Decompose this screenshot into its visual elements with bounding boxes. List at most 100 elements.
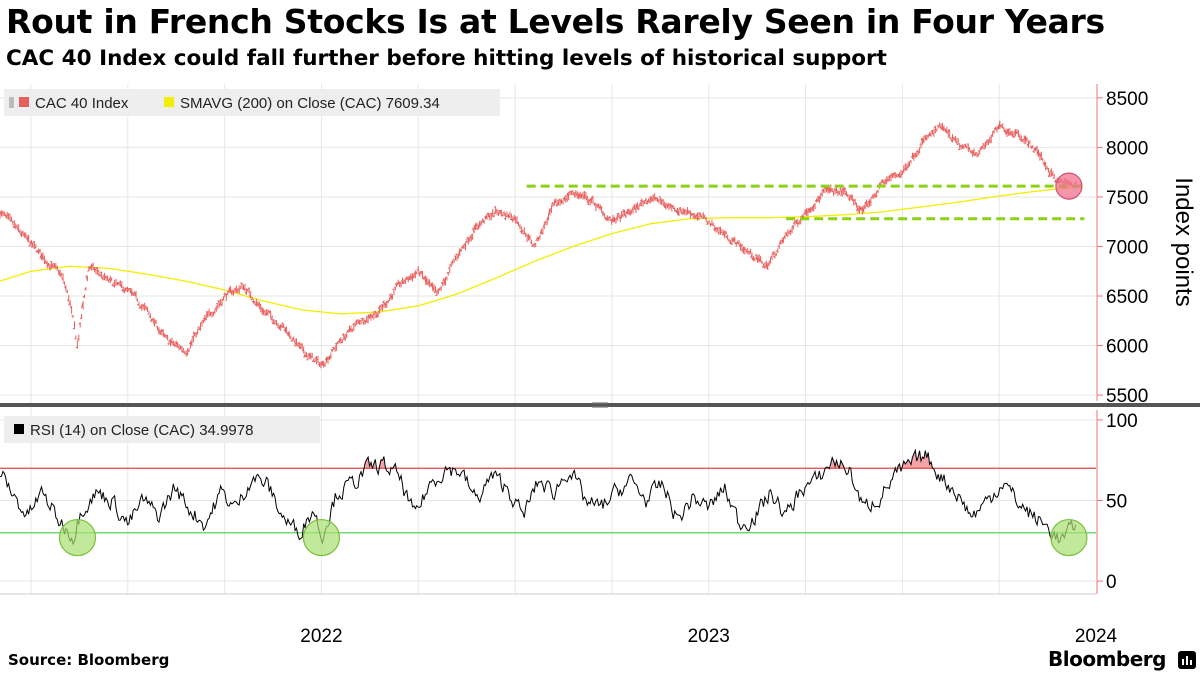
cac-bar-tick [1030, 145, 1034, 149]
cac-bar-tick [437, 288, 441, 291]
cac-bar-tick [326, 357, 329, 361]
cac-bar-tick [187, 349, 190, 352]
cac-bar-tick [586, 203, 589, 205]
cac-bar-tick [270, 317, 273, 321]
cac-bar-tick [117, 282, 120, 285]
cac-bar-tick [334, 342, 337, 345]
cac-bar-tick [1032, 150, 1035, 153]
cac-bar-tick [921, 138, 925, 143]
cac-bar-tick [672, 207, 675, 210]
cac-bar-tick [383, 302, 386, 306]
cac-bar-tick [55, 266, 58, 269]
cac-bar-tick [867, 200, 870, 203]
cac-bar-tick [102, 274, 105, 277]
cac-bar-tick [903, 168, 906, 170]
cac-legend-swatch [19, 97, 29, 107]
cac-bar-tick [778, 240, 782, 245]
cac-bar-tick [243, 287, 246, 291]
cac-bar-tick [667, 204, 670, 207]
cac-bar-tick [774, 253, 777, 256]
cac-bar-tick [553, 200, 557, 204]
cac-bar-tick [595, 204, 598, 207]
cac-bar-tick [98, 273, 101, 277]
cac-bar-tick [575, 192, 578, 196]
cac-bar-tick [717, 231, 720, 235]
cac-bar-tick [330, 348, 333, 352]
cac-bar-tick [314, 356, 317, 359]
cac-bar-tick [579, 194, 583, 198]
cac-bar-tick [872, 194, 875, 196]
cac-bar-tick [336, 342, 339, 344]
cac-bar-tick [657, 199, 660, 202]
cac-bar-tick [4, 214, 6, 216]
cac-bar-tick [84, 287, 87, 290]
cac-bar-tick [700, 215, 703, 218]
cac-bar-tick [198, 327, 201, 331]
cac-bar-tick [311, 359, 315, 363]
cac-bar-tick [379, 305, 382, 308]
cac-bar-tick [380, 304, 383, 307]
cac-bar-tick [1050, 173, 1054, 176]
cac-bar-tick [808, 208, 812, 213]
cac-bar-tick [419, 270, 422, 275]
cac-bar-tick [350, 328, 353, 331]
rsi-y-tick-label: 0 [1106, 572, 1117, 593]
cac-bar-tick [711, 224, 714, 226]
cac-bar-tick [721, 232, 724, 236]
cac-bar-tick [462, 244, 465, 249]
rsi-y-tick-label: 50 [1106, 492, 1127, 513]
cac-bar-tick [740, 244, 743, 247]
cac-bar-tick [863, 204, 866, 210]
cac-bar-tick [532, 243, 535, 247]
cac-bar-tick [16, 227, 20, 232]
cac-bar-tick [402, 281, 405, 285]
cac-bar-tick [416, 269, 419, 271]
cac-bar-tick [813, 203, 816, 206]
cac-bar-tick [883, 181, 886, 184]
cac-bar-tick [873, 194, 876, 198]
cac-bar-tick [601, 210, 604, 216]
cac-bar-tick [786, 234, 789, 237]
cac-bar-tick [118, 281, 121, 284]
cac-bar-tick [874, 195, 878, 198]
cac-bar-tick [992, 129, 995, 133]
cac-bar-tick [69, 306, 73, 309]
cac-bar-tick [1015, 130, 1018, 135]
cac-bar-tick [384, 303, 388, 307]
cac-bar-tick [989, 140, 992, 143]
cac-bar-tick [584, 195, 587, 197]
cac-bar-tick [751, 257, 754, 261]
cac-bar-tick [324, 357, 328, 361]
cac-bar-tick [807, 207, 810, 212]
cac-bar-tick [806, 210, 809, 213]
cac-bar-tick [1012, 135, 1015, 138]
cac-bar-tick [714, 227, 717, 231]
cac-bar-tick [35, 250, 38, 253]
rsi-panel: RSI (14) on Close (CAC) 34.9978 0 50 100 [0, 410, 1138, 594]
cac-bar-tick [880, 179, 883, 183]
cac-bar-tick [849, 194, 852, 197]
cac-bar-tick [79, 317, 82, 320]
rsi-legend-swatch [14, 424, 24, 434]
cac-bar-tick [906, 166, 909, 169]
cac-bar-tick [622, 210, 625, 213]
cac-bar-tick [161, 329, 164, 332]
cac-bar-tick [907, 163, 910, 167]
cac-bar-tick [853, 199, 856, 202]
cac-bar-tick [893, 172, 896, 175]
cac-bar-tick [81, 301, 84, 309]
cac-bar-tick [811, 204, 815, 210]
cac-bar-tick [1018, 135, 1021, 138]
cac-bar-tick [748, 250, 751, 254]
cac-bar-tick [284, 326, 287, 334]
cac-bar-tick [499, 209, 502, 215]
cac-bar-tick [505, 215, 508, 218]
cac-bar-tick [954, 140, 958, 144]
cac-bar-tick [641, 200, 644, 202]
cac-bar-tick [376, 313, 379, 318]
cac-bar-tick [969, 150, 972, 154]
brand-logo: Bloomberg [1048, 647, 1166, 671]
cac-bar-tick [909, 160, 912, 162]
cac-bar-tick [459, 249, 462, 252]
cac-bar-tick [868, 200, 872, 204]
